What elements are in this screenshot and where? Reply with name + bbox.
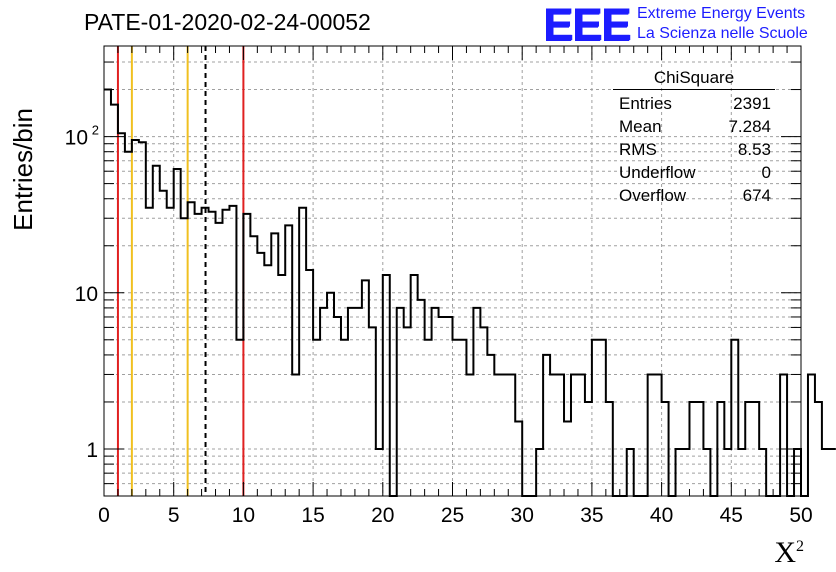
stats-value: 0	[761, 163, 771, 182]
x-tick-label: 5	[168, 504, 180, 527]
logo-caption: Extreme Energy Events La Scienza nelle S…	[637, 4, 808, 44]
stats-row-overflow: Overflow 674	[609, 186, 779, 209]
stats-label: Mean	[619, 117, 662, 136]
stats-row-entries: Entries 2391	[609, 94, 779, 117]
stats-row-underflow: Underflow 0	[609, 163, 779, 186]
stats-label: Underflow	[619, 163, 696, 182]
x-axis-label-sup: 2	[796, 538, 804, 555]
stats-value: 7.284	[728, 117, 771, 136]
stats-box: ChiSquare Entries 2391 Mean 7.284 RMS 8.53 …	[609, 68, 779, 209]
stats-row-mean: Mean 7.284	[609, 117, 779, 140]
reference-lines	[116, 46, 245, 496]
stats-row-rms: RMS 8.53	[609, 140, 779, 163]
x-tick-label: 25	[441, 504, 464, 527]
y-tick-label: 10	[65, 127, 88, 150]
x-tick-label: 30	[511, 504, 534, 527]
stats-label: Entries	[619, 94, 672, 113]
x-tick-label: 40	[650, 504, 673, 527]
x-tick-label: 50	[789, 504, 812, 527]
x-tick-label: 10	[232, 504, 255, 527]
x-tick-label: 15	[301, 504, 324, 527]
stats-value: 2391	[733, 94, 771, 113]
stats-title: ChiSquare	[613, 68, 775, 90]
x-tick-label: 0	[98, 504, 110, 527]
x-tick-label: 20	[371, 504, 394, 527]
x-tick-label: 35	[580, 504, 603, 527]
eee-logo: EEE	[543, 0, 631, 50]
stats-label: Overflow	[619, 186, 687, 205]
logo-caption-line1: Extreme Energy Events	[637, 5, 806, 22]
chart-title: PATE-01-2020-02-24-00052	[84, 9, 371, 35]
axes: 0 5 10 15 20 25 30 35 40 45 50 1 10 10 2	[65, 45, 813, 527]
y-tick-label: 1	[86, 439, 98, 462]
y-tick-label: 10	[75, 283, 98, 306]
x-tick-label: 45	[720, 504, 743, 527]
stats-value: 674	[742, 186, 771, 205]
logo-caption-line2: La Scienza nelle Scuole	[637, 25, 808, 42]
stats-value: 8.53	[737, 140, 771, 159]
stats-label: RMS	[619, 140, 657, 159]
x-axis-label: X2	[774, 536, 804, 570]
x-axis-label-text: X	[774, 536, 796, 569]
y-tick-label-exponent: 2	[92, 123, 99, 138]
